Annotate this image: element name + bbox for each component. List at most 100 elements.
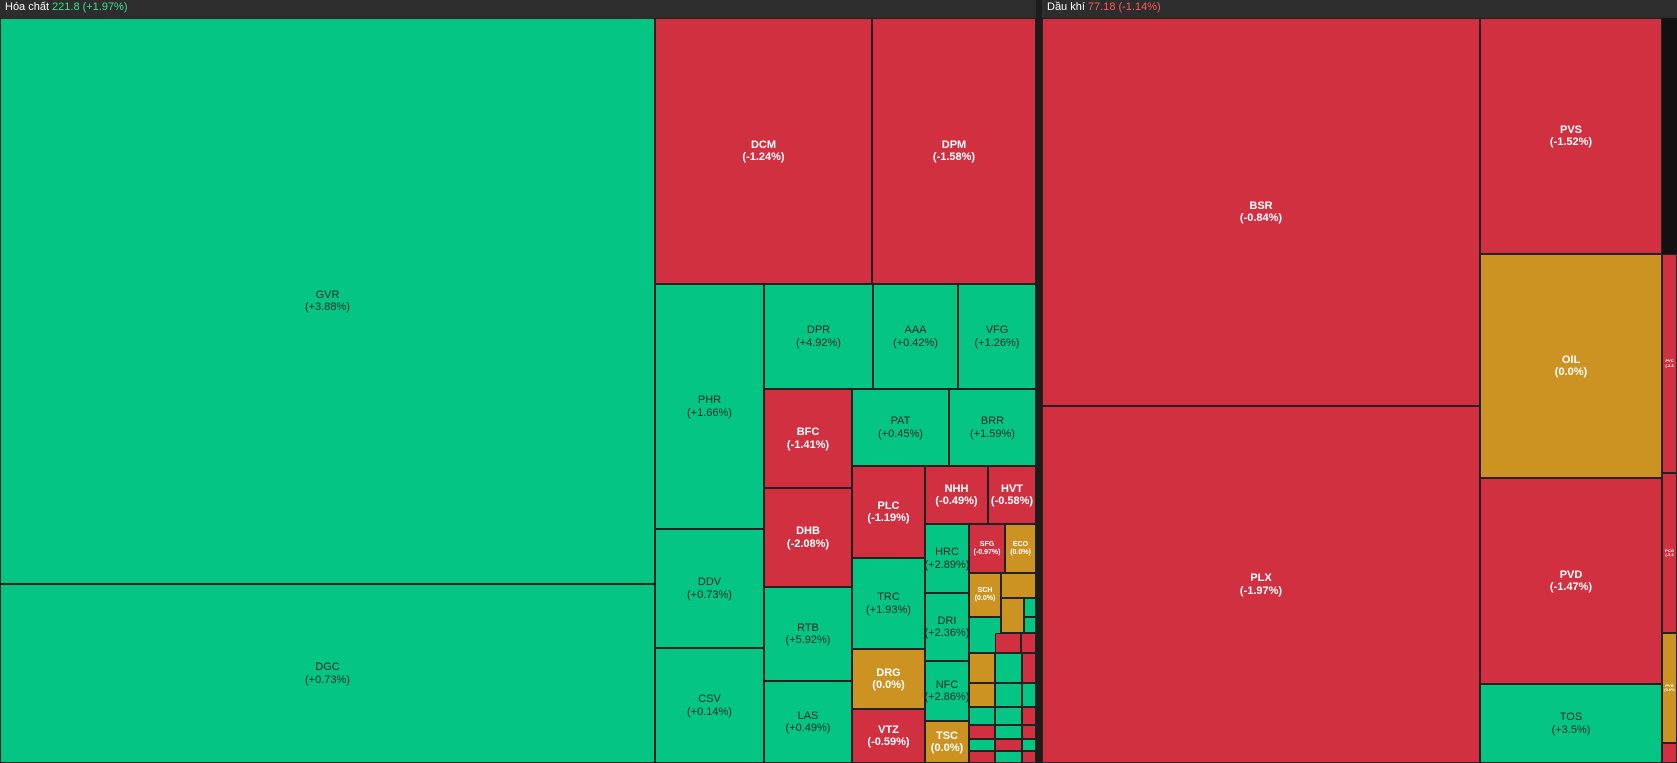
stock-change: (-0.59%) xyxy=(867,736,910,748)
stock-tile[interactable] xyxy=(1021,633,1036,653)
stock-tile-dri[interactable]: DRI (+2.36%) xyxy=(925,593,969,661)
stock-tile[interactable] xyxy=(1024,617,1036,633)
stock-change: (+1.93%) xyxy=(866,603,911,616)
stock-symbol: PVS xyxy=(1559,123,1582,136)
stock-tile[interactable] xyxy=(1022,725,1036,739)
stock-tile[interactable] xyxy=(1022,751,1036,763)
stock-tile-drg[interactable]: DRG (0.0%) xyxy=(852,649,925,709)
stock-tile-phr[interactable]: PHR (+1.66%) xyxy=(655,284,764,529)
stock-change: (0.0%) xyxy=(872,679,905,691)
stock-change: (0.0%) xyxy=(974,595,996,602)
stock-tile-nfc[interactable]: NFC (+2.86%) xyxy=(925,661,969,721)
stock-symbol: VFG xyxy=(985,324,1009,337)
stock-tile[interactable] xyxy=(969,683,995,707)
stock-tile[interactable] xyxy=(995,633,1021,653)
stock-tile-plc[interactable]: PLC (-1.19%) xyxy=(852,466,925,558)
stock-tile[interactable] xyxy=(1022,707,1036,725)
stock-change: (+0.73%) xyxy=(305,673,350,686)
stock-change: (+1.66%) xyxy=(687,406,732,419)
stock-tile[interactable] xyxy=(1001,598,1024,633)
stock-tile-gvr[interactable]: GVR (+3.88%) xyxy=(0,18,655,584)
stock-symbol: HRC xyxy=(935,546,959,559)
stock-tile[interactable] xyxy=(1022,653,1036,683)
stock-tile[interactable] xyxy=(995,653,1022,683)
stock-tile-nhh[interactable]: NHH (-0.49%) xyxy=(925,466,988,524)
stock-symbol: LAS xyxy=(797,709,819,722)
stock-tile-pvs[interactable]: PVS (-1.52%) xyxy=(1480,18,1662,254)
stock-tile-bsr[interactable]: BSR (-0.84%) xyxy=(1042,18,1480,406)
stock-symbol: PCG xyxy=(1665,547,1674,553)
stock-change: (+0.14%) xyxy=(687,705,732,718)
stock-tile-pat[interactable]: PAT (+0.45%) xyxy=(852,389,949,466)
stock-tile-dhb[interactable]: DHB (-2.08%) xyxy=(764,488,852,587)
stock-tile-dpm[interactable]: DPM (-1.58%) xyxy=(872,18,1036,284)
stock-tile-trc[interactable]: TRC (+1.93%) xyxy=(852,558,925,649)
stock-tile-pvc[interactable]: PVC (-3.3 xyxy=(1662,254,1677,473)
stock-tile[interactable] xyxy=(1001,573,1036,598)
stock-tile-oil[interactable]: OIL (0.0%) xyxy=(1480,254,1662,478)
stock-symbol: RTB xyxy=(797,621,819,634)
stock-tile-dpr[interactable]: DPR (+4.92%) xyxy=(764,284,873,389)
stock-symbol: VTZ xyxy=(878,723,899,736)
stock-tile[interactable] xyxy=(1024,598,1036,617)
stock-symbol: DGC xyxy=(315,661,340,674)
sector-index-value: 77.18 xyxy=(1087,1,1116,13)
stock-tile-pcg[interactable]: PCG (-3.3 xyxy=(1662,473,1677,633)
stock-tile-aaa[interactable]: AAA (+0.42%) xyxy=(873,284,958,389)
sector-header[interactable]: Hóa chất 221.8 (+1.97%) xyxy=(0,0,1036,18)
stock-tile-csv[interactable]: CSV (+0.14%) xyxy=(655,648,764,763)
stock-tile-las[interactable]: LAS (+0.49%) xyxy=(764,681,852,763)
stock-tile[interactable] xyxy=(969,739,995,751)
stock-tile[interactable] xyxy=(995,707,1022,725)
stock-tile[interactable] xyxy=(995,751,1022,763)
sector-header[interactable]: Dầu khí 77.18 (-1.14%) xyxy=(1042,0,1677,18)
sector-treemap: BSR (-0.84%) PLX (-1.97%) PVS (-1.52%) OIL (0.0… xyxy=(1042,18,1677,763)
stock-symbol: PLX xyxy=(1250,572,1272,585)
stock-tile-ddv[interactable]: DDV (+0.73%) xyxy=(655,529,764,648)
stock-change: (-1.97%) xyxy=(1239,584,1283,597)
stock-tile-tsc[interactable]: TSC (0.0%) xyxy=(925,721,969,763)
stock-tile[interactable] xyxy=(969,751,995,763)
stock-change: (-1.47%) xyxy=(1549,581,1593,593)
stock-tile[interactable] xyxy=(995,683,1022,707)
sector-panel-0: Hóa chất 221.8 (+1.97%) GVR (+3.88%) DGC (+0.7… xyxy=(0,0,1036,763)
stock-symbol: DPR xyxy=(806,324,831,337)
stock-tile-dcm[interactable]: DCM (-1.24%) xyxy=(655,18,872,284)
stock-change: (-1.19%) xyxy=(867,512,910,524)
stock-tile-dgc[interactable]: DGC (+0.73%) xyxy=(0,584,655,763)
stock-tile[interactable] xyxy=(1022,739,1036,751)
stock-tile-rtb[interactable]: RTB (+5.92%) xyxy=(764,587,852,681)
sector-index-value: 221.8 xyxy=(52,1,80,13)
stock-tile[interactable] xyxy=(995,725,1022,739)
stock-tile-sfg[interactable]: SFG (-0.97%) xyxy=(969,524,1005,573)
sector-treemap: GVR (+3.88%) DGC (+0.73%) DCM (-1.24%) DPM (-1.… xyxy=(0,18,1036,763)
stock-tile[interactable] xyxy=(1022,683,1036,707)
stock-tile-vtz[interactable]: VTZ (-0.59%) xyxy=(852,709,925,763)
stock-tile-plx[interactable]: PLX (-1.97%) xyxy=(1042,406,1480,763)
stock-change: (0.0% xyxy=(1664,687,1675,692)
sector-index-change: (+1.97%) xyxy=(82,1,128,13)
stock-tile-hvt[interactable]: HVT (-0.58%) xyxy=(988,466,1036,524)
stock-tile-sch[interactable]: SCH (0.0%) xyxy=(969,573,1001,617)
stock-tile[interactable] xyxy=(969,707,995,725)
stock-tile[interactable] xyxy=(969,653,995,683)
stock-symbol: NHH xyxy=(944,482,969,495)
stock-tile-brr[interactable]: BRR (+1.59%) xyxy=(949,389,1036,466)
stock-tile-tos[interactable]: TOS (+3.5%) xyxy=(1480,684,1662,763)
stock-change: (-0.84%) xyxy=(1239,212,1283,224)
stock-tile-pvd[interactable]: PVD (-1.47%) xyxy=(1480,478,1662,684)
stock-tile[interactable] xyxy=(995,739,1022,751)
stock-tile-pvb[interactable]: PVB (0.0% xyxy=(1662,633,1677,743)
stock-change: (+0.73%) xyxy=(687,588,732,601)
stock-tile[interactable] xyxy=(969,725,995,739)
stock-tile-bfc[interactable]: BFC (-1.41%) xyxy=(764,389,852,488)
stock-tile[interactable] xyxy=(1662,743,1677,763)
stock-tile-vfg[interactable]: VFG (+1.26%) xyxy=(958,284,1036,389)
stock-tile-eco[interactable]: ECO (0.0%) xyxy=(1005,524,1036,573)
stock-symbol: PHR xyxy=(697,394,722,407)
stock-change: (+4.92%) xyxy=(796,336,841,349)
stock-symbol: TOS xyxy=(1559,711,1583,724)
stock-symbol: NFC xyxy=(935,678,959,691)
stock-tile-hrc[interactable]: HRC (+2.89%) xyxy=(925,524,969,593)
